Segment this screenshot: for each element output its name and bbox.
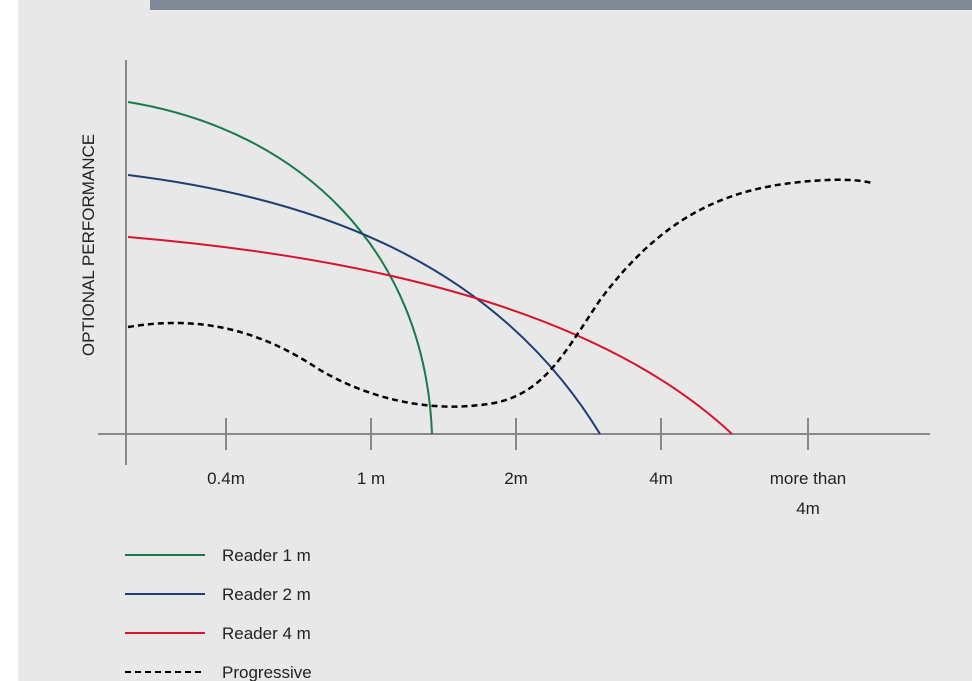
legend-label: Reader 2 m xyxy=(222,585,311,604)
curve xyxy=(127,236,733,435)
x-tick-label: 0.4m xyxy=(207,469,245,488)
x-tick-label: 2m xyxy=(504,469,528,488)
panel xyxy=(18,0,972,681)
legend: Reader 1 m Reader 2 m Reader 4 m Progressiv… xyxy=(125,546,312,681)
tick-line: 4m xyxy=(649,469,673,488)
y-axis-label: OPTIONAL PERFORMANCE xyxy=(79,134,98,356)
legend-label: Reader 1 m xyxy=(222,546,311,565)
tick-line: more than xyxy=(770,469,847,488)
x-tick-label: 1 m xyxy=(357,469,385,488)
tick-line: 1 m xyxy=(357,469,385,488)
tick-line: 2m xyxy=(504,469,528,488)
x-tick-label: 4m xyxy=(649,469,673,488)
legend-label: Progressive xyxy=(222,663,312,681)
curve xyxy=(127,178,873,408)
curve xyxy=(127,174,601,435)
curve xyxy=(127,101,433,435)
tick-line: 4m xyxy=(796,499,820,518)
tick-line: 0.4m xyxy=(207,469,245,488)
x-ticks: 0.4m 1 m 2m 4m more than 4m xyxy=(207,418,846,518)
x-tick-label: more than 4m xyxy=(770,469,847,518)
legend-label: Reader 4 m xyxy=(222,624,311,643)
top-image xyxy=(150,0,972,10)
